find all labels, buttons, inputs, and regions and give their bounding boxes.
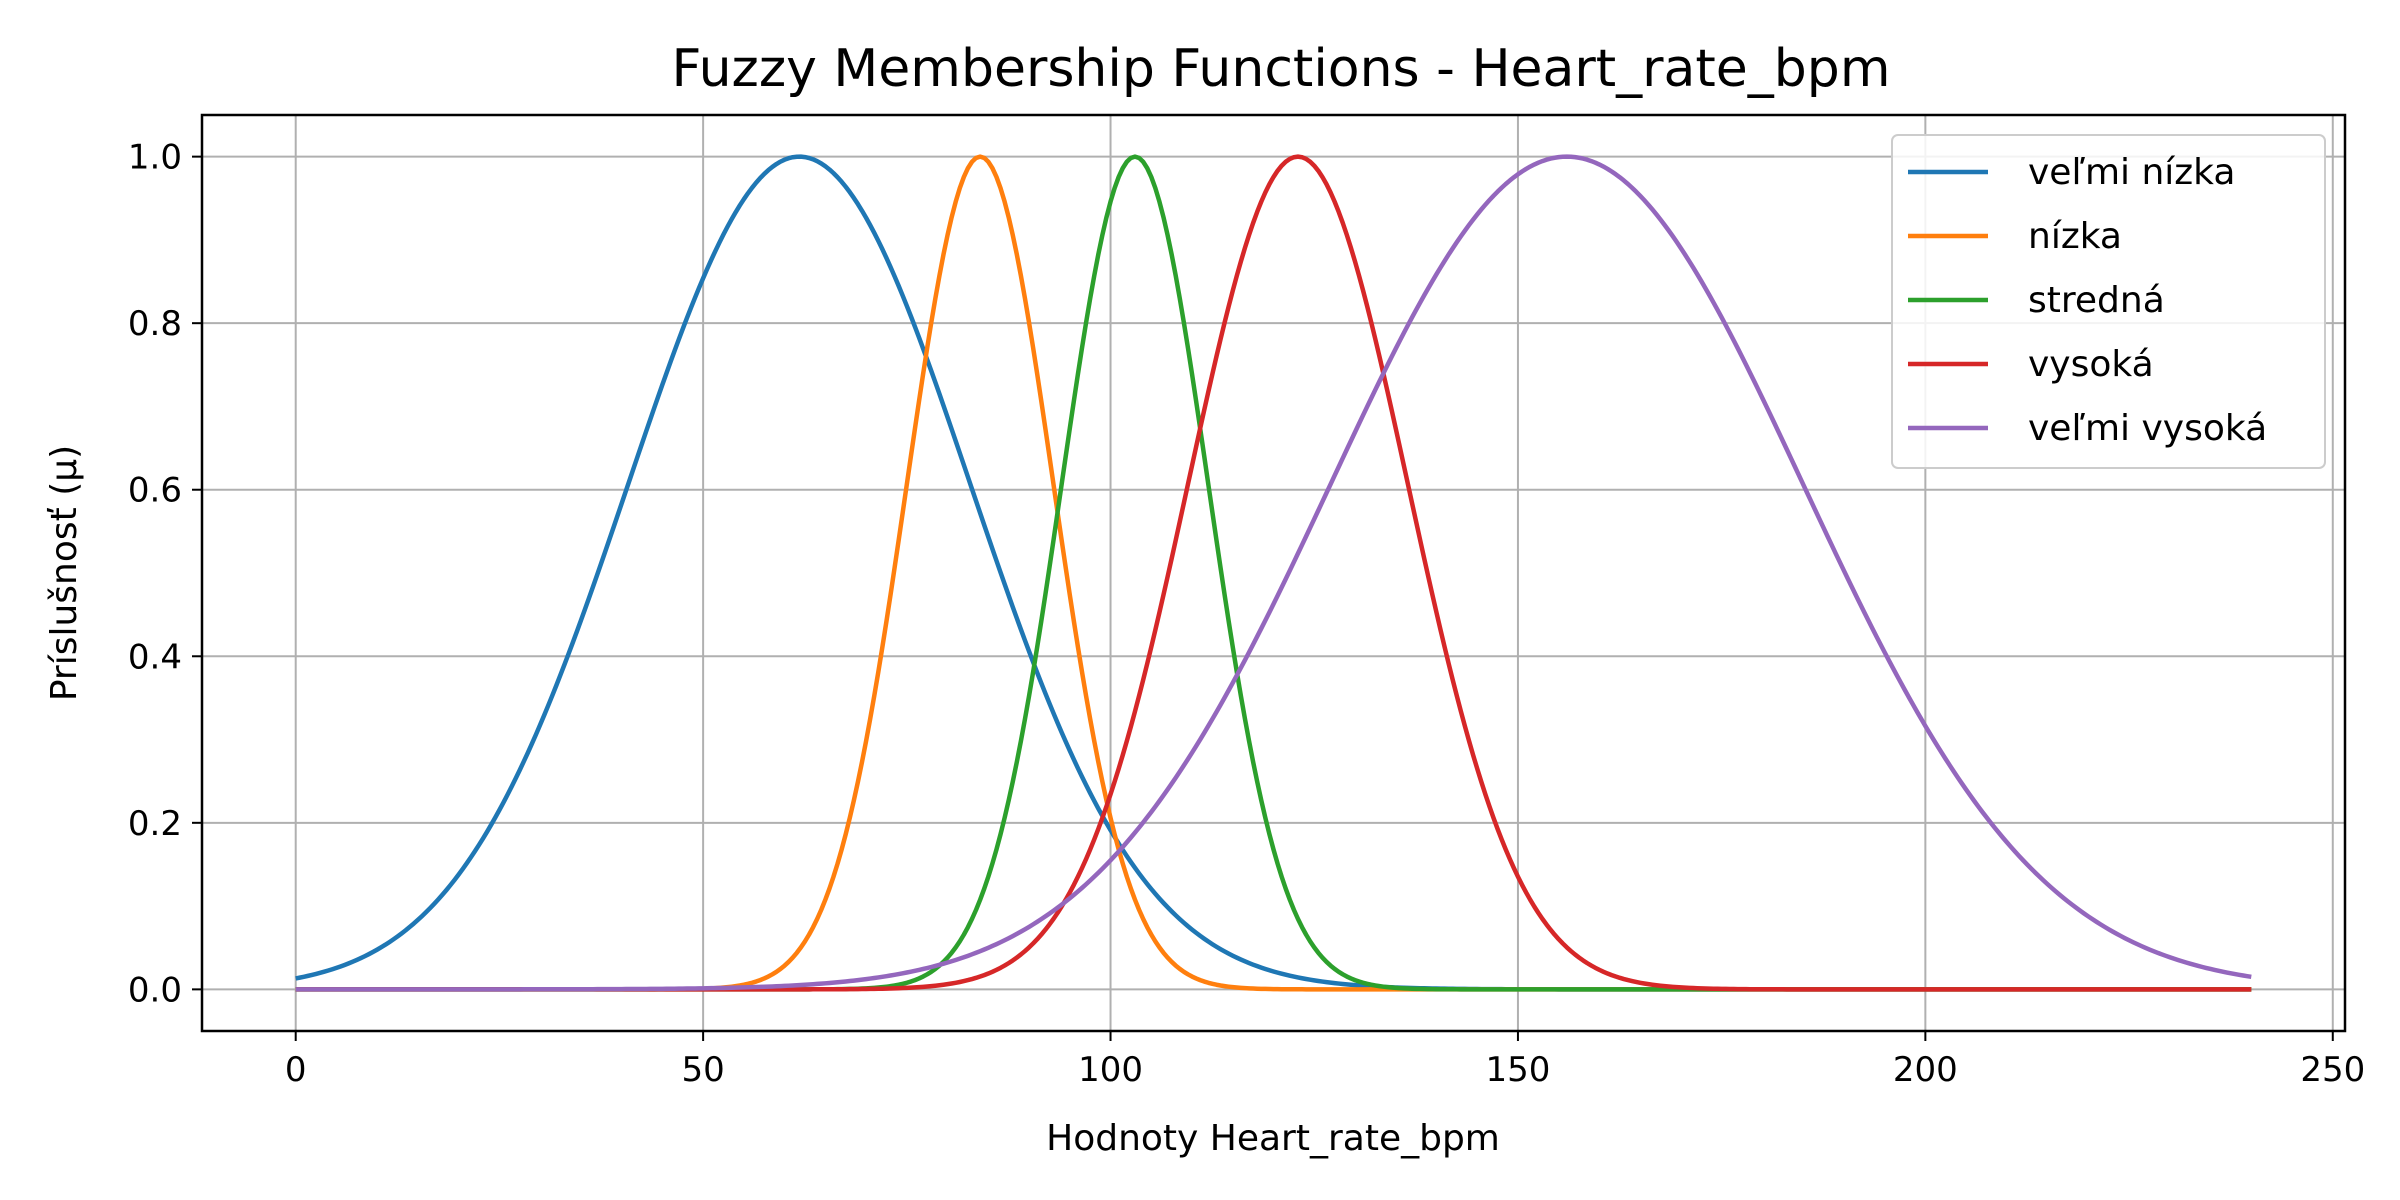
x-tick-label: 150: [1485, 1050, 1550, 1090]
legend-label: veľmi nízka: [2028, 152, 2235, 193]
y-tick-label: 0.0: [128, 970, 182, 1010]
x-tick-label: 250: [2300, 1050, 2365, 1090]
x-tick-label: 0: [285, 1050, 307, 1090]
legend-box: [1891, 134, 2326, 469]
x-axis-label: Hodnoty Heart_rate_bpm: [1046, 1118, 1500, 1159]
series-lines: [295, 154, 2252, 992]
y-tick-label: 0.8: [128, 304, 182, 344]
legend-label: vysoká: [2028, 344, 2154, 385]
x-tick-label: 50: [681, 1050, 724, 1090]
x-tick-label: 100: [1078, 1050, 1143, 1090]
legend-label: stredná: [2028, 280, 2165, 321]
plot-frame: [200, 113, 2347, 1033]
series-line: [295, 154, 2252, 992]
chart-title: Fuzzy Membership Functions - Heart_rate_…: [672, 39, 1891, 99]
legend: veľmi nízka nízka stredná vysoká veľmi vysok…: [1891, 134, 2326, 469]
y-axis-label: Príslušnosť (μ): [44, 445, 85, 701]
y-tick-label: 1.0: [128, 138, 182, 178]
y-tick-label: 0.2: [128, 804, 182, 844]
x-tick-label: 200: [1893, 1050, 1958, 1090]
y-tick-label: 0.6: [128, 471, 182, 511]
y-tick-label: 0.4: [128, 637, 182, 677]
ticks: 0 50 100 150 200 250 0.0 0.2 0.4 0.6 0.8 1.0: [128, 138, 2365, 1090]
legend-label: veľmi vysoká: [2028, 408, 2267, 449]
legend-label: nízka: [2028, 216, 2122, 257]
